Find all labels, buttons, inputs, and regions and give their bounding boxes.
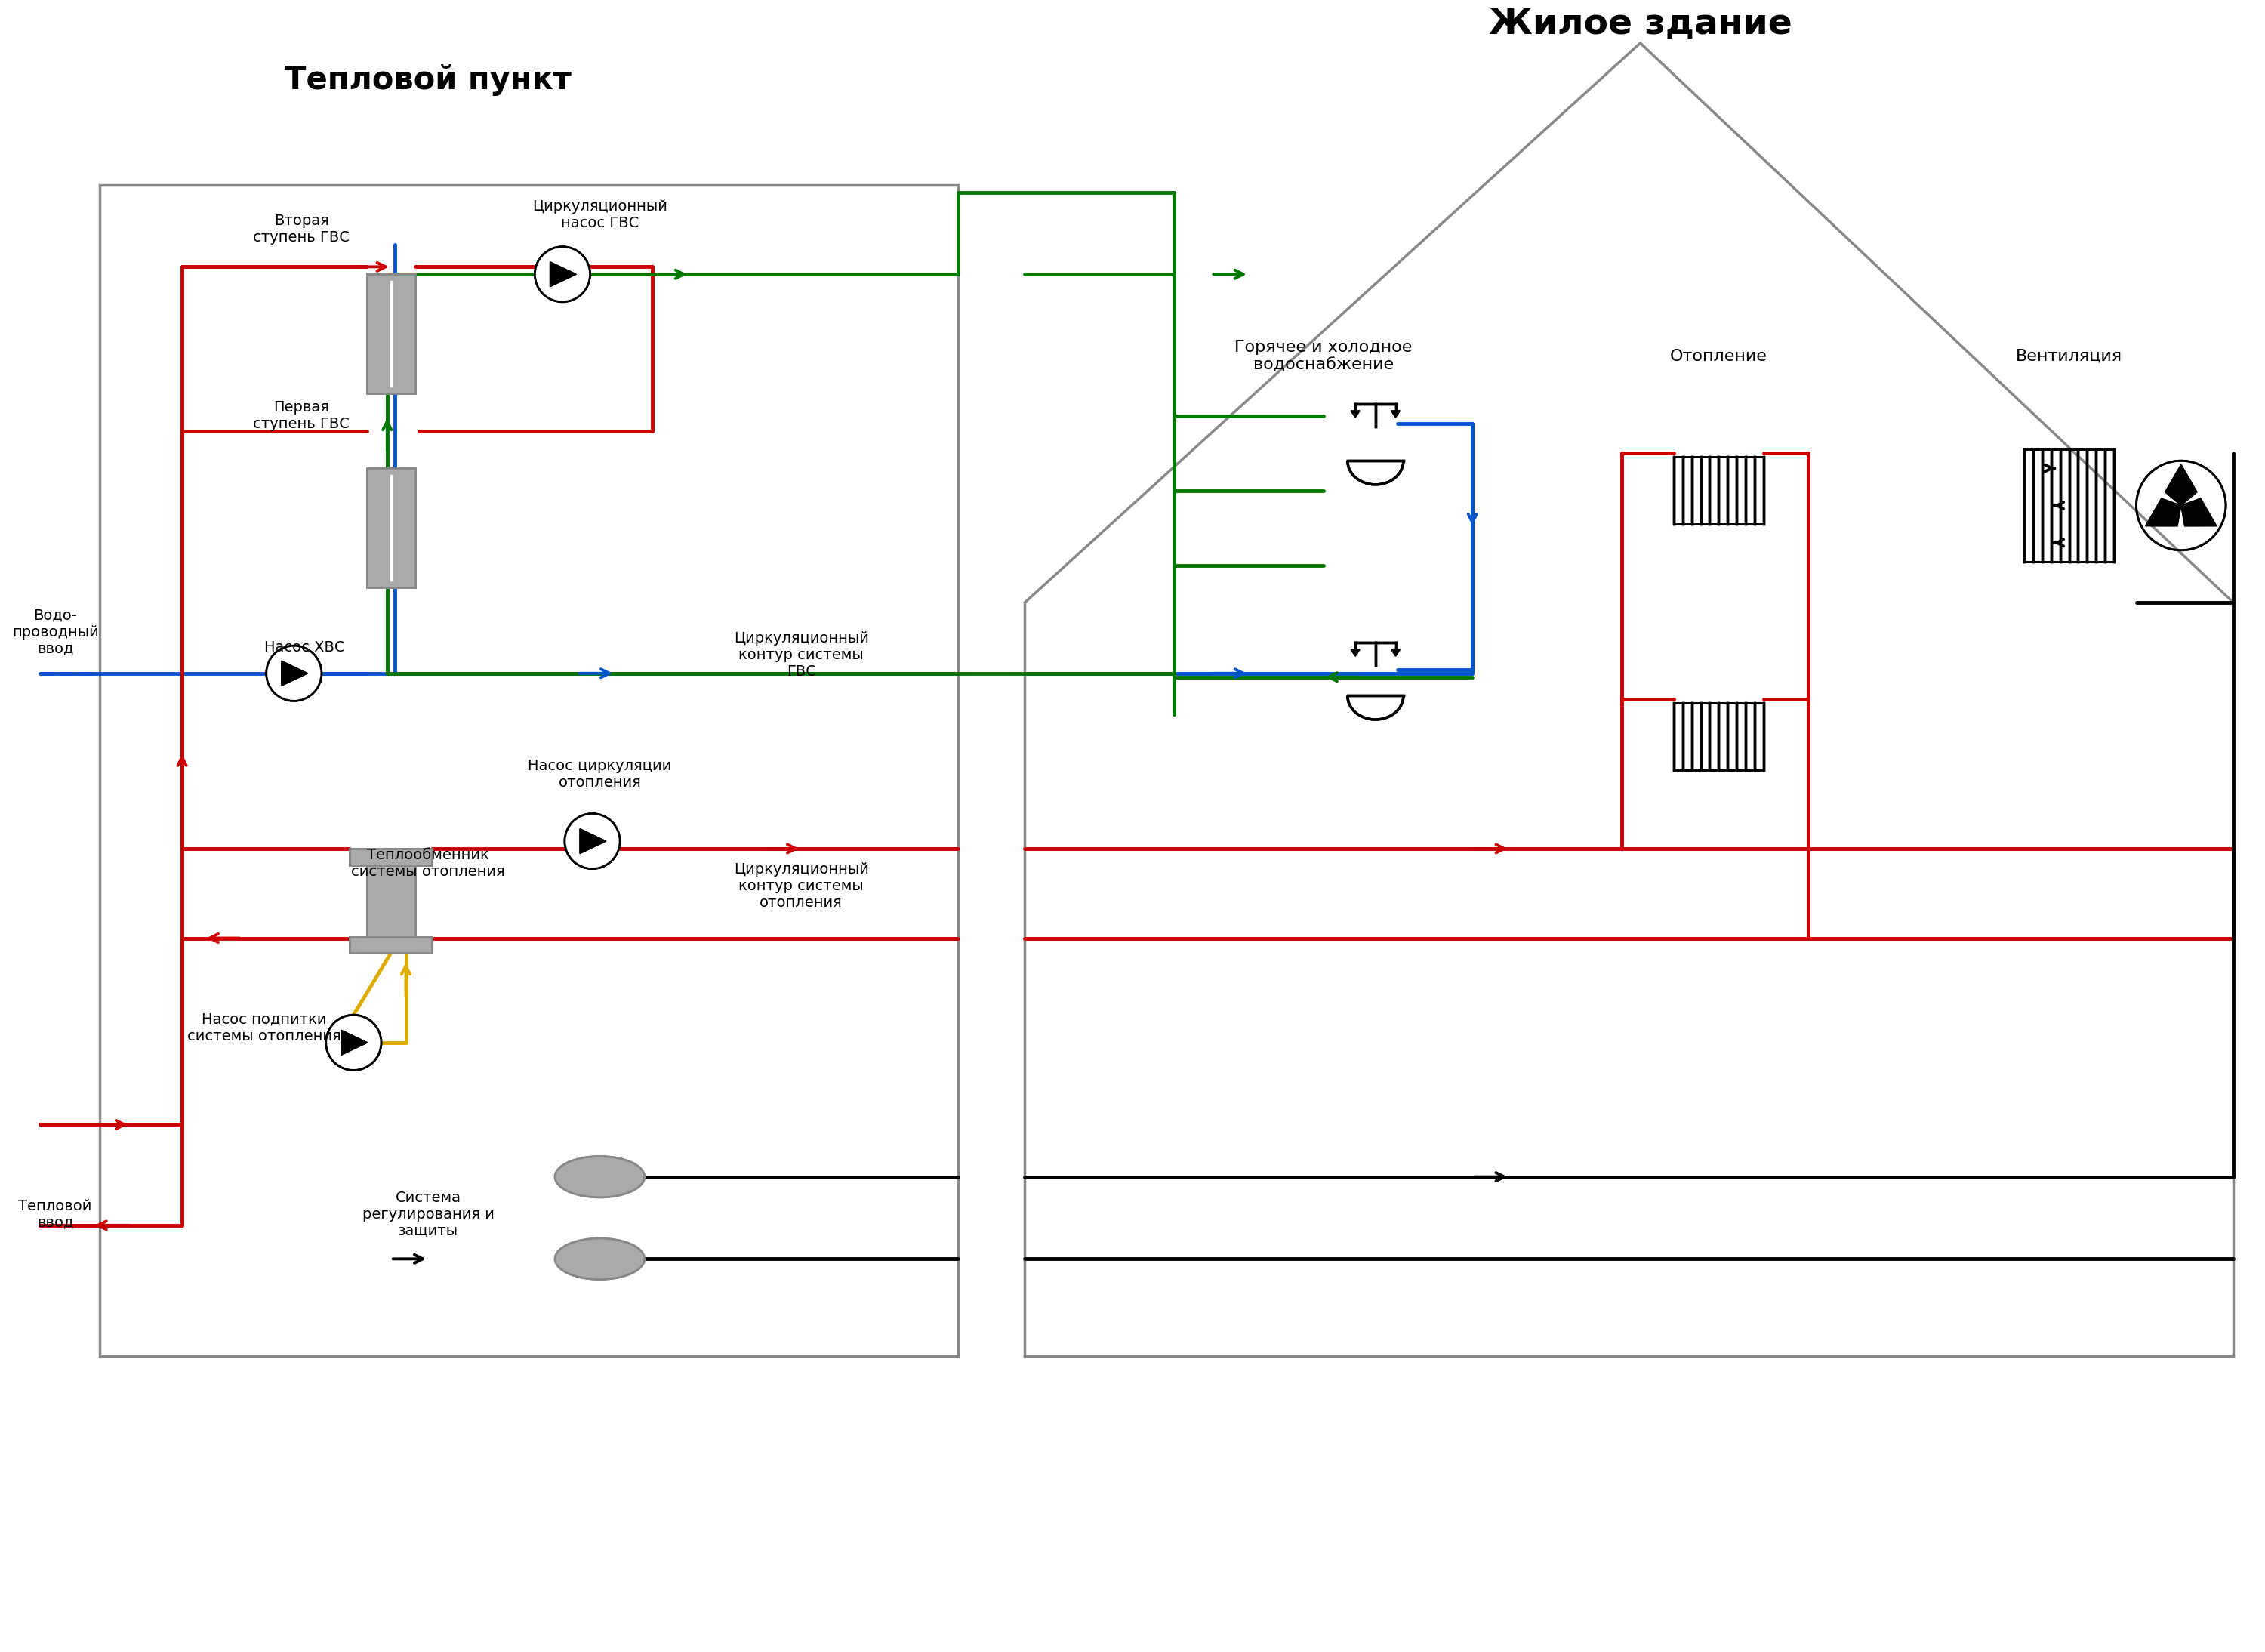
Circle shape bbox=[326, 1014, 381, 1070]
Text: Система
регулирования и
защиты: Система регулирования и защиты bbox=[362, 1191, 494, 1237]
Polygon shape bbox=[1391, 649, 1400, 656]
Polygon shape bbox=[342, 1031, 367, 1056]
FancyBboxPatch shape bbox=[349, 937, 433, 953]
Text: Тепловой
ввод: Тепловой ввод bbox=[18, 1199, 93, 1229]
Polygon shape bbox=[2165, 464, 2197, 506]
Circle shape bbox=[564, 813, 621, 869]
FancyBboxPatch shape bbox=[367, 468, 414, 588]
Text: Насос подпитки
системы отопления: Насос подпитки системы отопления bbox=[188, 1013, 342, 1042]
Text: Водо-
проводный
ввод: Водо- проводный ввод bbox=[11, 608, 100, 656]
Polygon shape bbox=[2145, 499, 2181, 525]
Polygon shape bbox=[1350, 649, 1359, 656]
FancyBboxPatch shape bbox=[349, 849, 433, 866]
FancyBboxPatch shape bbox=[367, 274, 414, 393]
Polygon shape bbox=[342, 1031, 367, 1056]
Polygon shape bbox=[580, 829, 607, 854]
Text: Циркуляционный
контур системы
ГВС: Циркуляционный контур системы ГВС bbox=[734, 631, 870, 679]
Polygon shape bbox=[2145, 499, 2181, 525]
Circle shape bbox=[326, 1014, 381, 1070]
Polygon shape bbox=[1350, 411, 1359, 418]
Polygon shape bbox=[1350, 411, 1359, 418]
Polygon shape bbox=[2181, 499, 2217, 525]
Polygon shape bbox=[2165, 464, 2197, 506]
Polygon shape bbox=[281, 661, 308, 686]
Text: Горячее и холодное
водоснабжение: Горячее и холодное водоснабжение bbox=[1234, 340, 1411, 373]
FancyBboxPatch shape bbox=[367, 849, 414, 953]
Text: Тепловой пункт: Тепловой пункт bbox=[285, 64, 571, 96]
Text: Жилое здание: Жилое здание bbox=[1488, 7, 1792, 41]
Polygon shape bbox=[550, 261, 575, 287]
FancyBboxPatch shape bbox=[367, 468, 414, 588]
Circle shape bbox=[535, 246, 591, 302]
Polygon shape bbox=[1350, 649, 1359, 656]
Polygon shape bbox=[1391, 411, 1400, 418]
Circle shape bbox=[267, 646, 322, 700]
Polygon shape bbox=[2181, 499, 2217, 525]
Ellipse shape bbox=[555, 1156, 646, 1198]
Polygon shape bbox=[1391, 649, 1400, 656]
Text: Вентиляция: Вентиляция bbox=[2016, 349, 2122, 363]
Polygon shape bbox=[342, 1031, 367, 1056]
Text: Вторая
ступень ГВС: Вторая ступень ГВС bbox=[254, 215, 349, 244]
Text: Теплообменник
системы отопления: Теплообменник системы отопления bbox=[351, 847, 505, 879]
Circle shape bbox=[267, 646, 322, 700]
Polygon shape bbox=[550, 261, 575, 287]
Circle shape bbox=[564, 813, 621, 869]
Circle shape bbox=[326, 1014, 381, 1070]
Ellipse shape bbox=[555, 1156, 646, 1198]
Text: Циркуляционный
контур системы
отопления: Циркуляционный контур системы отопления bbox=[734, 862, 870, 910]
FancyBboxPatch shape bbox=[349, 849, 433, 866]
Text: Отопление: Отопление bbox=[1669, 349, 1767, 363]
Polygon shape bbox=[281, 661, 308, 686]
FancyBboxPatch shape bbox=[367, 274, 414, 393]
Ellipse shape bbox=[555, 1239, 646, 1279]
Circle shape bbox=[535, 246, 591, 302]
Text: Циркуляционный
насос ГВС: Циркуляционный насос ГВС bbox=[532, 200, 668, 230]
Text: Насос ХВС: Насос ХВС bbox=[265, 639, 344, 654]
Ellipse shape bbox=[555, 1239, 646, 1279]
FancyBboxPatch shape bbox=[367, 849, 414, 953]
Text: Первая
ступень ГВС: Первая ступень ГВС bbox=[254, 400, 349, 431]
Text: Насос циркуляции
отопления: Насос циркуляции отопления bbox=[528, 758, 670, 790]
FancyBboxPatch shape bbox=[349, 937, 433, 953]
Polygon shape bbox=[580, 829, 607, 854]
Polygon shape bbox=[1391, 411, 1400, 418]
